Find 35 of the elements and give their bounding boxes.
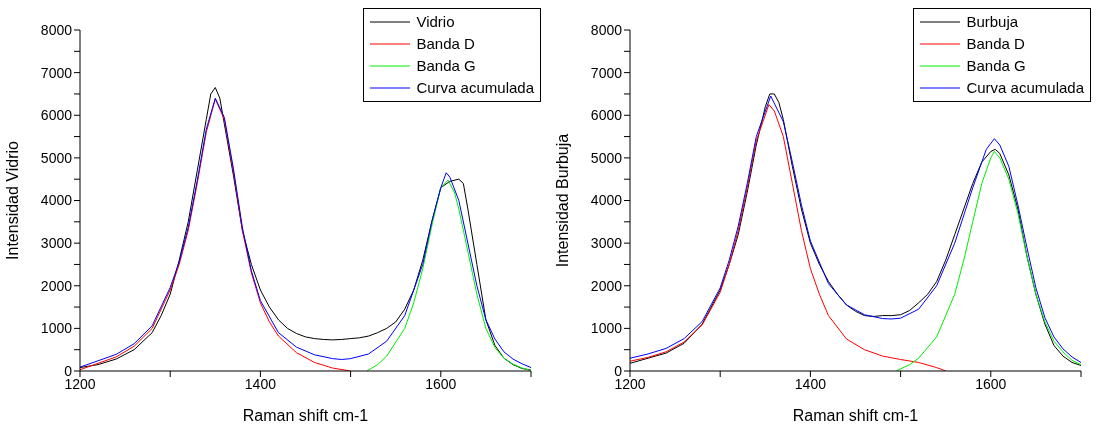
y-tick-label: 7000 <box>40 64 73 81</box>
y-tick-label: 6000 <box>590 107 623 124</box>
x-tick-label: 1400 <box>794 375 827 392</box>
y-tick-label: 3000 <box>590 235 623 252</box>
y-tick-label: 8000 <box>590 21 623 38</box>
y-tick-label: 7000 <box>590 64 623 81</box>
y-tick-label: 8000 <box>40 21 73 38</box>
y-tick-label: 2000 <box>590 277 623 294</box>
line-series <box>895 150 1081 371</box>
y-axis-title: Intensidad Burbuja <box>553 133 571 268</box>
y-axis-title: Intensidad Vidrio <box>3 140 21 260</box>
y-tick-label: 5000 <box>590 149 623 166</box>
legend-label: Banda D <box>966 34 1025 54</box>
y-tick-label: 4000 <box>40 192 73 209</box>
legend-label: Banda D <box>416 34 475 54</box>
y-tick-label: 2000 <box>40 277 73 294</box>
line-series <box>366 179 531 371</box>
legend-label: Curva acumulada <box>966 78 1084 98</box>
x-axis-title: Raman shift cm-1 <box>792 407 919 424</box>
x-axis-title: Raman shift cm-1 <box>242 407 369 424</box>
legend-label: Banda G <box>416 56 476 76</box>
y-tick-label: 6000 <box>40 107 73 124</box>
x-tick-label: 1600 <box>425 375 457 392</box>
x-tick-label: 1600 <box>975 375 1007 392</box>
y-tick-label: 1000 <box>590 320 623 337</box>
y-tick-label: 3000 <box>40 235 73 252</box>
legend-label: Burbuja <box>966 12 1019 32</box>
y-tick-label: 1000 <box>40 320 73 337</box>
legend-label: Curva acumulada <box>416 78 534 98</box>
x-tick-label: 1400 <box>244 375 277 392</box>
line-series <box>630 104 947 371</box>
y-tick-label: 5000 <box>40 149 73 166</box>
legend-label: Vidrio <box>416 12 455 32</box>
legend-label: Banda G <box>966 56 1026 76</box>
y-tick-label: 4000 <box>590 192 623 209</box>
